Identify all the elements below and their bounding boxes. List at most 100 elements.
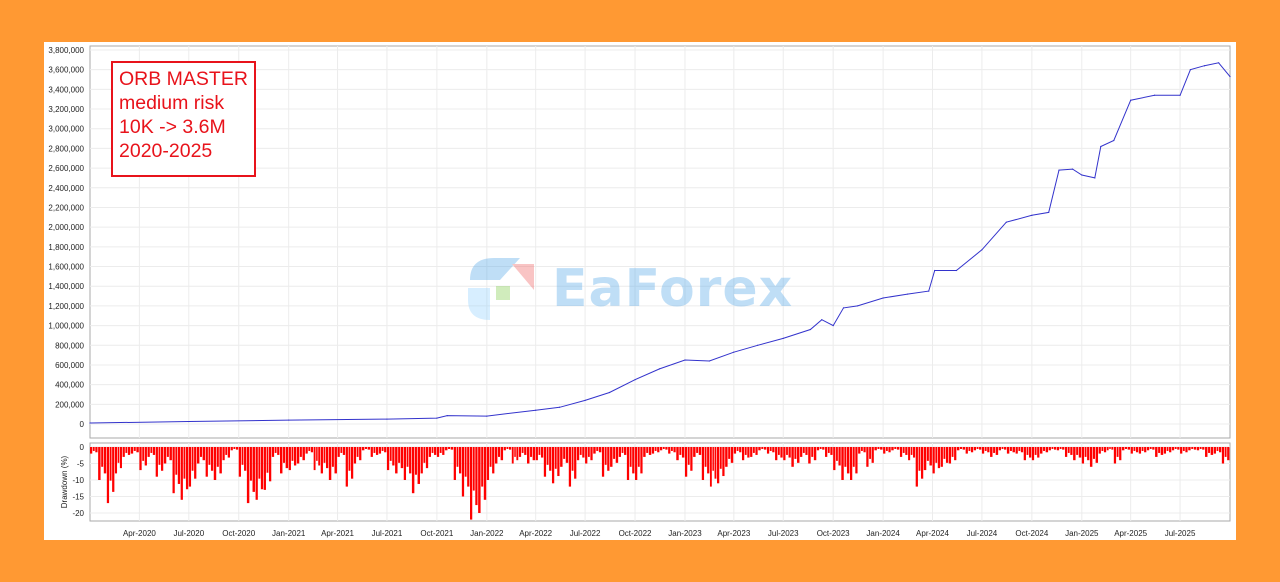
drawdown-bar (565, 447, 569, 463)
drawdown-bar (1125, 447, 1128, 449)
drawdown-bar (316, 447, 318, 461)
drawdown-bar (464, 447, 467, 477)
equity-point (842, 307, 845, 309)
drawdown-bar (361, 447, 365, 451)
drawdown-bar (1185, 447, 1188, 453)
equity-point (386, 418, 388, 420)
drawdown-bar (833, 447, 836, 471)
drawdown-bar (629, 447, 632, 467)
drawdown-bar (1095, 447, 1099, 463)
drawdown-bar (375, 447, 379, 455)
drawdown-bar (937, 447, 941, 469)
drawdown-bar (1144, 447, 1147, 453)
equity-point (1218, 62, 1220, 64)
drawdown-bar (560, 447, 563, 467)
drawdown-bar (1149, 447, 1152, 449)
drawdown-bar (331, 447, 334, 467)
drawdown-bar (987, 447, 990, 453)
drawdown-bar (136, 447, 139, 453)
drawdown-bar (604, 447, 607, 465)
drawdown-bar (800, 447, 803, 457)
drawdown-bar (1221, 447, 1225, 464)
drawdown-bar (791, 447, 794, 467)
equity-point (1203, 65, 1206, 67)
equity-point (446, 415, 448, 417)
drawdown-bar (445, 447, 448, 451)
drawdown-bar (943, 447, 946, 459)
drawdown-bar (302, 447, 305, 461)
drawdown-bar (133, 447, 136, 451)
drawdown-bar (551, 447, 555, 484)
drawdown-bar (219, 447, 222, 474)
drawdown-bar (896, 447, 900, 450)
drawdown-bar (935, 447, 938, 463)
y-tick-label: 3,800,000 (48, 46, 84, 55)
equity-point (857, 305, 859, 307)
drawdown-bar (518, 447, 522, 457)
equity-point (684, 359, 686, 361)
drawdown-bar (1208, 447, 1211, 453)
equity-point (733, 351, 735, 353)
drawdown-bar (962, 447, 966, 450)
drawdown-bar (1051, 447, 1054, 449)
drawdown-bar (172, 447, 175, 494)
drawdown-bar (1182, 447, 1185, 451)
drawdown-bar (598, 447, 602, 453)
drawdown-bar (308, 447, 311, 451)
drawdown-bar (825, 447, 828, 457)
drawdown-bar (318, 447, 321, 466)
drawdown-bar (370, 447, 373, 457)
drawdown-bar (954, 447, 957, 461)
equity-plot-area (89, 45, 1231, 439)
x-tick-label: Jul-2020 (173, 529, 204, 538)
y-tick-label: 3,600,000 (48, 66, 84, 75)
equity-point (821, 319, 823, 321)
drawdown-bar (119, 447, 122, 469)
drawdown-bar (527, 447, 530, 464)
drawdown-bar (1224, 447, 1227, 457)
drawdown-bar (506, 447, 509, 449)
drawdown-bar (932, 447, 935, 474)
drawdown-bar (1138, 447, 1142, 454)
drawdown-bar (1084, 447, 1087, 457)
drawdown-bar (1202, 447, 1205, 450)
drawdown-bar (1191, 447, 1194, 449)
drawdown-bar (673, 447, 676, 453)
drawdown-bar (1076, 447, 1079, 455)
drawdown-bar (684, 447, 688, 477)
drawdown-bar (690, 447, 693, 471)
drawdown-bar (908, 447, 911, 461)
x-tick-label: Apr-2020 (123, 529, 156, 538)
equity-point (1081, 174, 1083, 176)
drawdown-bar (698, 447, 702, 455)
drawdown-bar (993, 447, 996, 453)
annotation-line: medium risk (119, 92, 225, 114)
drawdown-bar (1127, 447, 1131, 450)
drawdown-bar (1146, 447, 1150, 451)
drawdown-bar (766, 447, 770, 454)
drawdown-bar (730, 447, 734, 463)
drawdown-bar (679, 447, 682, 455)
x-tick-label: Jan-2024 (866, 529, 900, 538)
drawdown-bar (1031, 447, 1035, 461)
drawdown-bar (456, 447, 459, 467)
dd-tick-label: -5 (77, 460, 85, 469)
drawdown-bar (1205, 447, 1208, 457)
drawdown-bar (888, 447, 891, 453)
drawdown-bar (389, 447, 392, 461)
drawdown-bar (794, 447, 797, 459)
drawdown-bar (323, 447, 326, 463)
drawdown-bar (255, 447, 258, 500)
drawdown-bar (808, 447, 811, 464)
drawdown-bar (1103, 447, 1107, 453)
drawdown-bar (1160, 447, 1164, 455)
drawdown-bar (871, 447, 874, 463)
drawdown-bar (874, 447, 877, 451)
drawdown-bar (1106, 447, 1109, 451)
drawdown-bar (1018, 447, 1021, 451)
drawdown-bar (665, 447, 668, 450)
drawdown-bar (883, 447, 886, 454)
drawdown-bar (428, 447, 431, 457)
drawdown-bar (846, 447, 850, 474)
equity-point (584, 399, 586, 401)
